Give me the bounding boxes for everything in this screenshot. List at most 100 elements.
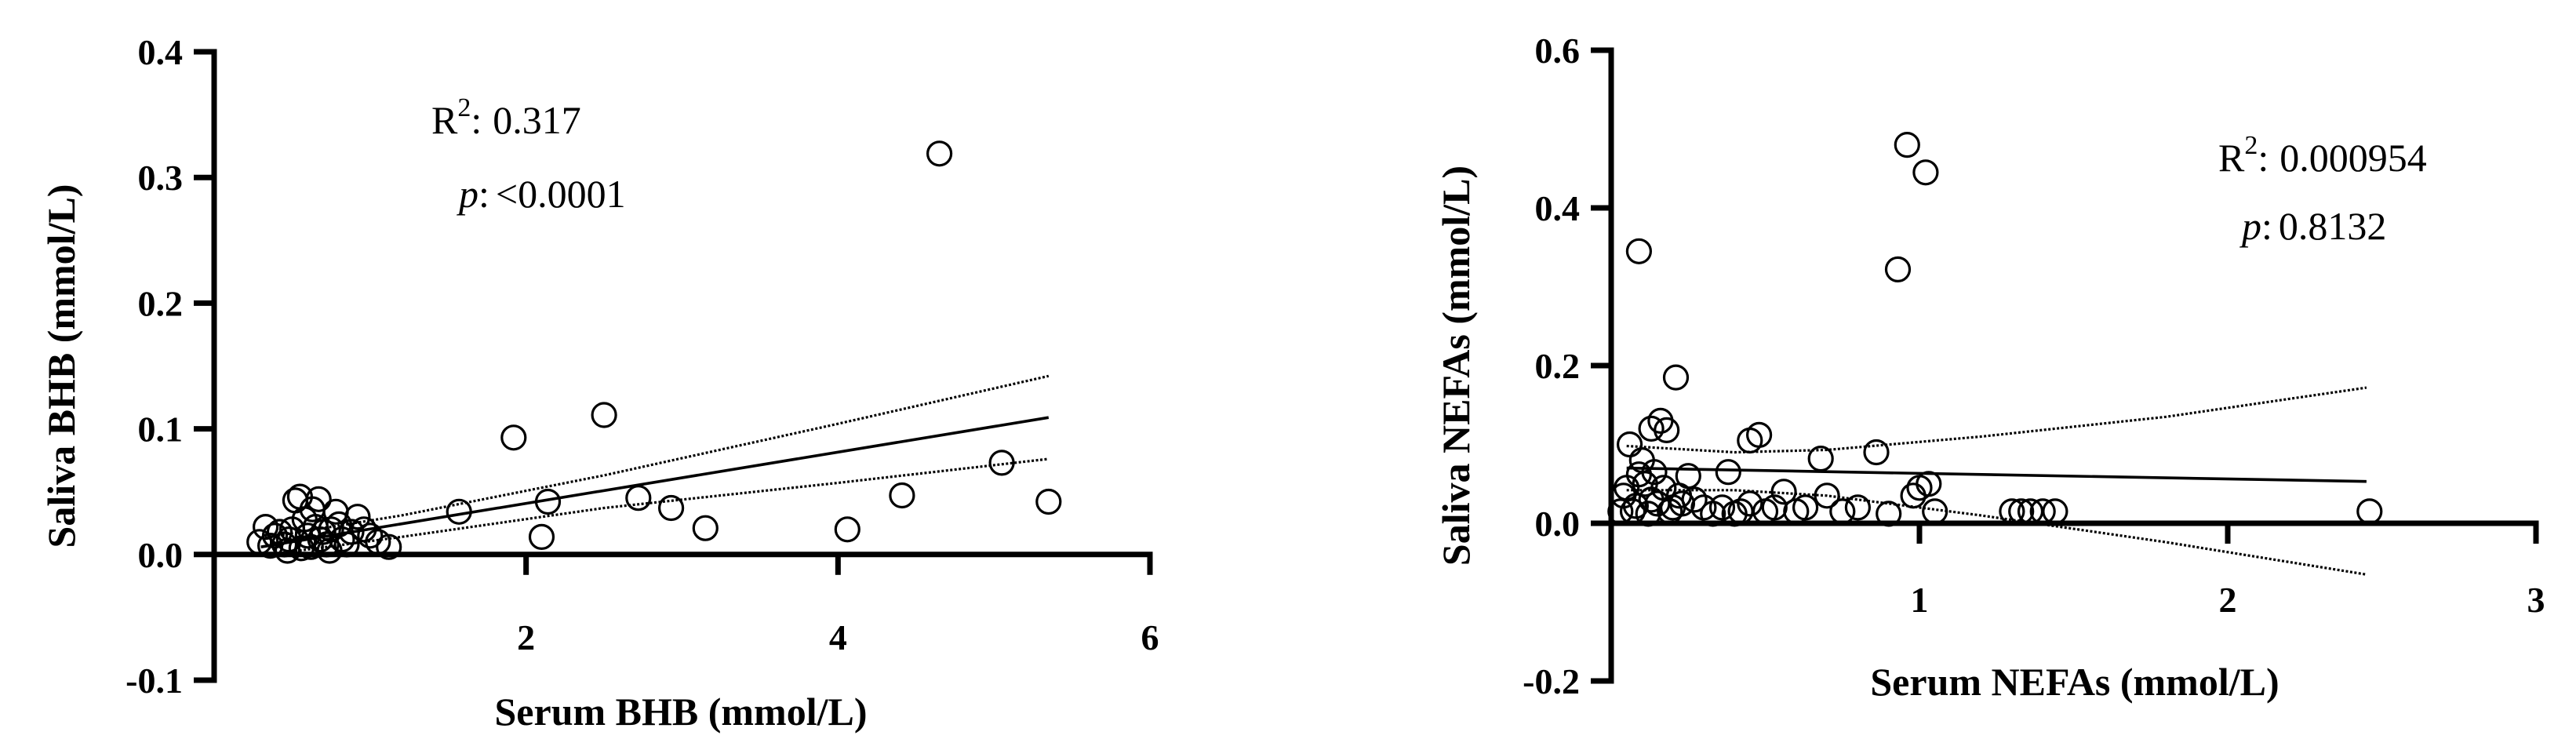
x-axis-title: Serum NEFAs (mmol/L) <box>1870 660 2279 704</box>
data-point <box>1681 486 1708 513</box>
data-point <box>1715 459 1741 486</box>
x-tick-label: 1 <box>1911 580 1929 620</box>
data-point <box>1708 494 1736 521</box>
data-point <box>1999 498 2025 525</box>
x-tick-label: 2 <box>2219 580 2237 620</box>
data-point <box>1770 479 1797 505</box>
y-tick-label: 0.1 <box>138 410 184 450</box>
data-point <box>1641 459 1668 486</box>
r-squared-value: 0.317 <box>493 98 581 142</box>
data-point <box>2008 498 2035 525</box>
y-tick-label: 0.0 <box>1535 504 1581 544</box>
data-point <box>1619 498 1646 525</box>
data-point <box>1829 498 1856 525</box>
data-point <box>657 494 685 522</box>
r-squared-label: R <box>431 98 458 142</box>
p-value: 0.8132 <box>2279 204 2387 248</box>
data-point <box>1675 463 1701 490</box>
data-point <box>344 504 371 530</box>
data-point <box>534 488 562 515</box>
x-axis-title: Serum BHB (mmol/L) <box>495 690 868 734</box>
y-tick-label: 0.2 <box>138 283 184 323</box>
y-tick-label: 0.0 <box>138 535 184 575</box>
ci-upper-line <box>260 374 1050 540</box>
y-tick-label: 0.2 <box>1535 346 1581 386</box>
r-squared-superscript: 2 <box>2244 131 2258 160</box>
data-point <box>1912 159 1939 186</box>
data-point <box>357 522 384 549</box>
regression-line <box>1626 466 2367 483</box>
x-tick-label: 4 <box>829 617 847 657</box>
data-point <box>926 140 953 167</box>
x-tick-label: 6 <box>1141 617 1159 657</box>
ci-upper-line <box>1626 386 2367 454</box>
regression-line <box>260 416 1050 548</box>
y-axis-title: Saliva BHB (mmol/L) <box>39 184 83 548</box>
data-point <box>834 516 860 543</box>
data-point <box>446 498 472 525</box>
data-point <box>2356 498 2383 525</box>
data-point <box>305 486 332 512</box>
r-squared-label: R <box>2218 136 2245 180</box>
data-point <box>246 529 273 555</box>
r-squared-annotation: R2: 0.000954 <box>2218 131 2427 180</box>
p-value: <0.0001 <box>496 172 626 216</box>
y-tick-label: -0.1 <box>126 661 183 701</box>
data-point <box>528 523 555 551</box>
p-value-label: p <box>457 172 478 216</box>
data-point <box>1894 132 1920 158</box>
data-point <box>1617 431 1643 458</box>
r-squared-value: 0.000954 <box>2279 136 2427 180</box>
data-point <box>2042 498 2068 525</box>
r-squared-superscript: 2 <box>457 93 471 122</box>
p-value-annotation: p: <0.0001 <box>457 172 626 216</box>
r-squared-annotation: R2: 0.317 <box>431 93 581 142</box>
data-point <box>1876 501 1902 527</box>
data-point <box>1607 498 1634 525</box>
nefa-scatter-panel: -0.2 0.0 0.2 0.4 0.6 1 2 3 Saliva NEFAs (mmol/L)… <box>1434 31 2545 704</box>
data-point <box>1737 490 1763 517</box>
y-tick-label: 0.6 <box>1535 31 1581 71</box>
data-point <box>1814 482 1840 509</box>
data-point <box>889 482 915 509</box>
data-point <box>1807 445 1834 472</box>
r-squared-separator: : <box>2258 136 2269 180</box>
data-point <box>1916 471 1942 497</box>
x-tick-label: 2 <box>517 617 535 657</box>
y-tick-label: 0.4 <box>138 32 184 72</box>
data-point <box>1863 439 1890 466</box>
ci-lower-line <box>1626 489 2367 576</box>
y-axis-title: Saliva NEFAs (mmol/L) <box>1434 166 1478 566</box>
bhb-scatter-panel: -0.1 0.0 0.1 0.2 0.3 0.4 2 4 6 Saliva BHB (mmol/L… <box>39 32 1159 734</box>
data-point <box>329 526 355 553</box>
data-point <box>591 402 617 428</box>
p-value-annotation: p: 0.8132 <box>2239 204 2386 248</box>
data-point <box>333 531 360 558</box>
ci-lower-line <box>260 457 1049 557</box>
data-point <box>376 533 402 560</box>
data-point <box>1635 501 1661 527</box>
p-value-separator: : <box>2261 204 2272 248</box>
data-point <box>1035 488 1062 515</box>
data-point <box>1662 364 1690 391</box>
data-point <box>1625 238 1652 264</box>
data-point <box>253 513 279 541</box>
data-point <box>625 485 652 512</box>
data-point <box>1746 421 1773 449</box>
data-point <box>1922 498 1948 525</box>
data-point <box>1884 256 1912 282</box>
data-point <box>500 424 527 451</box>
y-tick-label: -0.2 <box>1523 661 1580 701</box>
y-tick-label: 0.4 <box>1535 188 1581 228</box>
p-value-label: p <box>2239 204 2261 248</box>
data-point <box>1900 482 1927 509</box>
data-point <box>1844 494 1871 521</box>
x-tick-label: 3 <box>2527 580 2545 620</box>
data-point <box>1638 415 1665 442</box>
data-point <box>692 515 719 541</box>
y-tick-label: 0.3 <box>138 158 184 198</box>
data-point <box>2029 498 2056 525</box>
r-squared-separator: : <box>471 98 482 142</box>
p-value-separator: : <box>478 172 489 216</box>
